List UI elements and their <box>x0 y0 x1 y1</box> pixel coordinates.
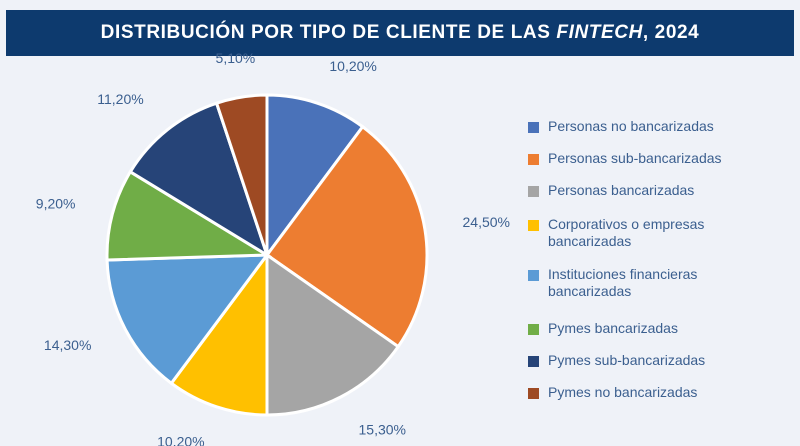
pie-value-label-1: 10,20% <box>329 58 376 74</box>
pie-value-label-2: 24,50% <box>463 214 510 230</box>
legend-label-line: Pymes sub-bancarizadas <box>548 352 706 368</box>
pie-value-label-8: 5,10% <box>216 50 256 66</box>
legend-label-line: Personas sub-bancarizadas <box>548 150 722 166</box>
legend-swatch <box>528 122 539 133</box>
legend-label-line: Personas no bancarizadas <box>548 118 714 134</box>
legend-label: Pymes no bancarizadas <box>548 384 697 401</box>
legend-label-line: bancarizadas <box>548 233 632 249</box>
legend-label-line: Pymes bancarizadas <box>548 320 678 336</box>
chart-title: DISTRIBUCIÓN POR TIPO DE CLIENTE DE LAS … <box>101 22 700 44</box>
legend-swatch <box>528 324 539 335</box>
pie-slice-8 <box>214 93 269 256</box>
legend-item-7: Pymes sub-bancarizadas <box>528 352 705 369</box>
legend-swatch <box>528 154 539 165</box>
chart-title-italic: FINTECH <box>556 22 643 43</box>
legend-label: Personas sub-bancarizadas <box>548 150 722 167</box>
legend-label: Instituciones financieras bancarizadas <box>548 266 697 300</box>
pie-slice-3 <box>265 252 401 417</box>
legend-item-6: Pymes bancarizadas <box>528 320 678 337</box>
legend-swatch <box>528 270 539 281</box>
pie-slice-4 <box>169 250 269 417</box>
legend-item-8: Pymes no bancarizadas <box>528 384 697 401</box>
pie-slice-1 <box>265 93 365 260</box>
legend-swatch <box>528 186 539 197</box>
legend-item-5: Instituciones financieras bancarizadas <box>528 266 697 300</box>
legend-label: Pymes bancarizadas <box>548 320 678 337</box>
pie-value-label-7: 11,20% <box>97 91 143 107</box>
pie-value-label-4: 10,20% <box>157 434 204 446</box>
pie-slice-5 <box>105 253 271 386</box>
legend-swatch <box>528 356 539 367</box>
legend-label: Corporativos o empresas bancarizadas <box>548 216 704 250</box>
legend-label: Pymes sub-bancarizadas <box>548 352 705 369</box>
legend-label-line: bancarizadas <box>548 283 632 299</box>
chart-title-suffix: , 2024 <box>642 22 700 43</box>
pie-value-label-5: 14,30% <box>44 337 91 353</box>
legend-label: Personas bancarizadas <box>548 182 694 199</box>
legend-label-line: Instituciones financieras <box>548 266 698 282</box>
legend-item-2: Personas sub-bancarizadas <box>528 150 722 167</box>
legend-label-line: Personas bancarizadas <box>548 182 695 198</box>
legend-label-line: Corporativos o empresas <box>548 216 705 232</box>
legend-swatch <box>528 388 539 399</box>
legend-label-line: Pymes no bancarizadas <box>548 384 698 400</box>
legend-item-4: Corporativos o empresas bancarizadas <box>528 216 704 250</box>
legend-item-3: Personas bancarizadas <box>528 182 694 199</box>
pie-value-label-3: 15,30% <box>359 421 406 437</box>
pie-slice-7 <box>128 101 270 259</box>
chart-title-prefix: DISTRIBUCIÓN POR TIPO DE CLIENTE DE LAS <box>100 22 557 43</box>
legend-swatch <box>528 220 539 231</box>
pie-slice-6 <box>105 169 273 262</box>
legend-item-1: Personas no bancarizadas <box>528 118 714 135</box>
pie-slice-2 <box>264 124 429 349</box>
pie-value-label-6: 9,20% <box>36 195 76 211</box>
legend-label: Personas no bancarizadas <box>548 118 714 135</box>
chart-title-bar: DISTRIBUCIÓN POR TIPO DE CLIENTE DE LAS … <box>6 10 794 56</box>
